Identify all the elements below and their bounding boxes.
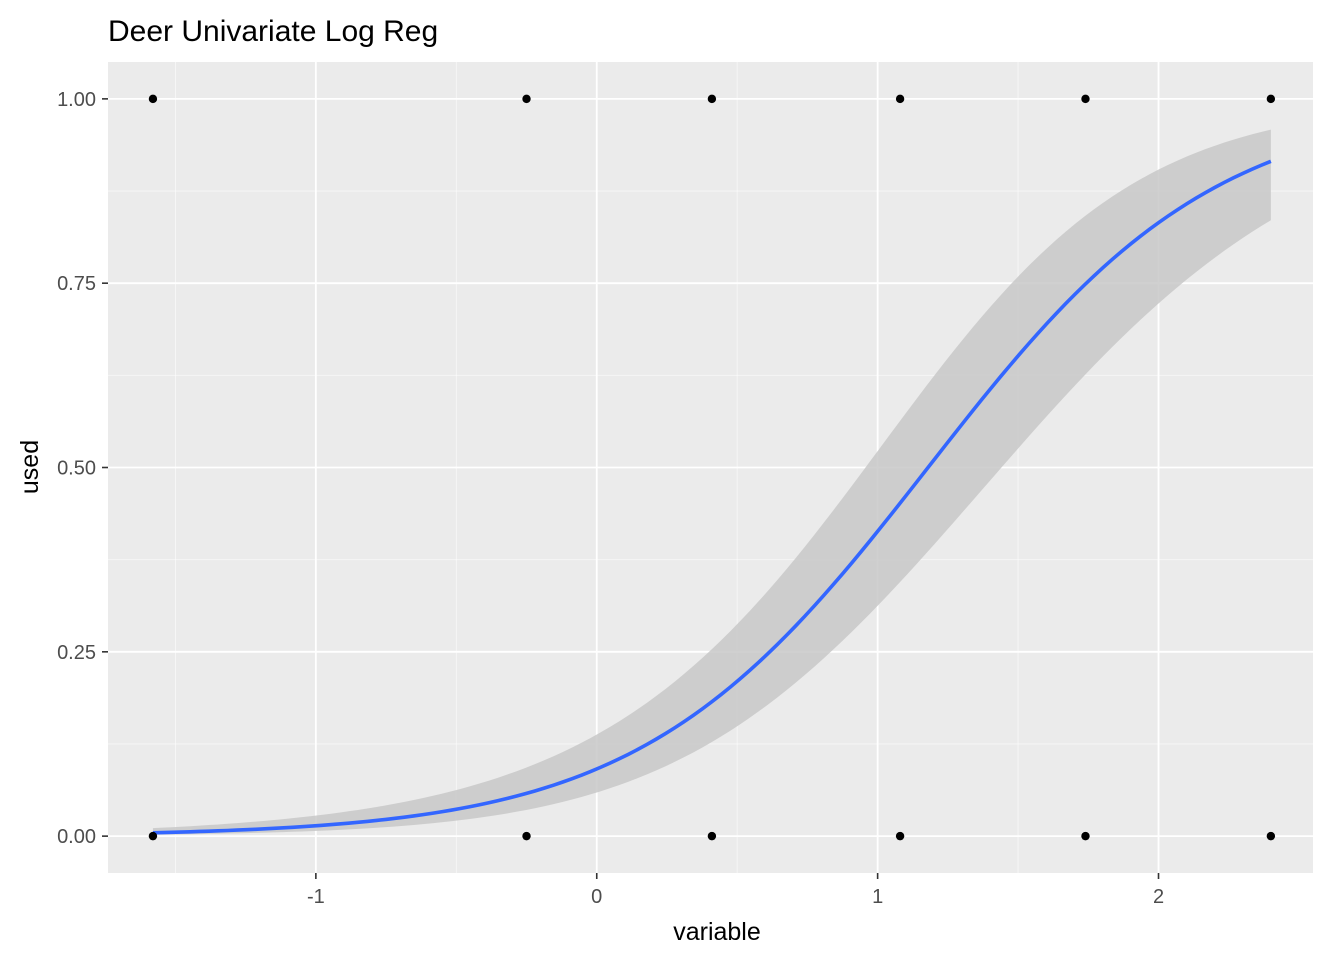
x-tick-label: 2 — [1153, 886, 1164, 908]
fit-line — [152, 159, 1272, 835]
data-point — [148, 831, 158, 841]
data-point — [707, 831, 717, 841]
data-point — [1266, 831, 1276, 841]
data-point — [1081, 94, 1090, 104]
y-axis-title: used — [16, 440, 44, 494]
data-point — [1266, 94, 1276, 104]
y-tick-label: 0.75 — [57, 273, 96, 295]
confidence-band — [152, 129, 1271, 835]
x-tick-label: -1 — [307, 886, 325, 908]
data-point — [707, 94, 717, 104]
data-point — [522, 831, 531, 841]
data-point — [148, 94, 158, 104]
x-tick-label: 0 — [591, 886, 602, 908]
data-point — [895, 94, 905, 104]
chart-title: Deer Univariate Log Reg — [108, 15, 438, 48]
data-point — [1081, 831, 1090, 841]
x-tick-label: 1 — [872, 886, 883, 908]
y-tick-label: 0.25 — [57, 642, 96, 664]
y-tick-label: 1.00 — [57, 89, 96, 111]
y-tick-label: 0.50 — [57, 458, 96, 480]
y-tick-label: 0.00 — [57, 826, 96, 848]
plot-panel — [108, 62, 1313, 873]
data-point — [895, 831, 905, 841]
data-point — [522, 94, 531, 104]
x-axis-title: variable — [673, 918, 761, 946]
